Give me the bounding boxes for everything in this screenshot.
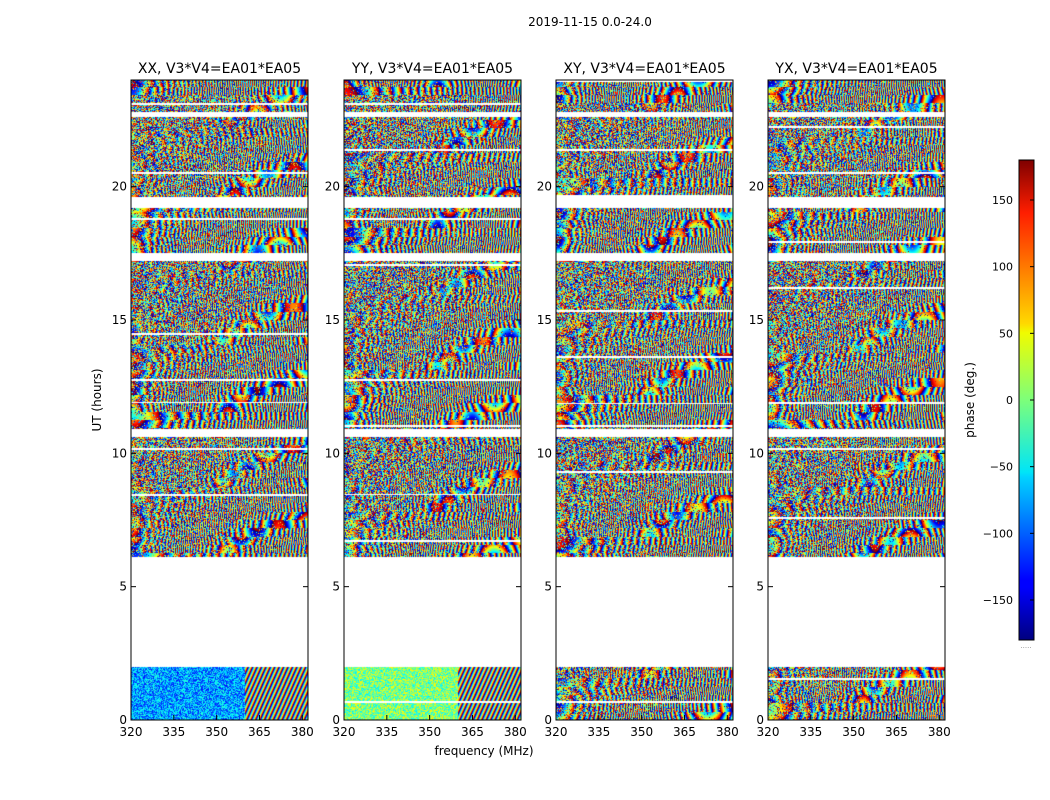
x-tick-label: 365 (673, 725, 696, 739)
y-axis-label: UT (hours) (90, 368, 104, 431)
y-tick-label: 20 (537, 180, 552, 194)
colorbar-footer: ..... (1020, 642, 1031, 650)
panel-title: XY, V3*V4=EA01*EA05 (563, 61, 725, 77)
colorbar-tick-label: −100 (983, 527, 1013, 540)
phase-heatmap-canvas (556, 80, 733, 720)
y-tick-label: 20 (325, 180, 340, 194)
colorbar-tick-label: −50 (990, 461, 1013, 474)
colorbar-tick-label: −150 (983, 594, 1013, 607)
x-tick-label: 350 (630, 725, 653, 739)
x-tick-label: 335 (587, 725, 610, 739)
panel-yx: YX, V3*V4=EA01*EA05 0 5 10 15 20 320 335 350 365 3… (749, 61, 951, 739)
x-tick-label: 335 (375, 725, 398, 739)
panel-frame (343, 79, 522, 721)
x-axis-label: frequency (MHz) (434, 744, 533, 758)
x-tick-label: 335 (162, 725, 185, 739)
panels: XX, V3*V4=EA01*EA05 0 5 10 15 20 320 335 350 365 3… (112, 61, 951, 739)
colorbar-tick-label: 0 (1006, 394, 1013, 407)
figure-suptitle: 2019-11-15 0.0-24.0 (528, 15, 652, 29)
colorbar-tick-label: 100 (992, 261, 1013, 274)
y-tick-label: 10 (112, 446, 127, 460)
x-tick-label: 350 (205, 725, 228, 739)
colorbar-tick-label: 150 (992, 194, 1013, 207)
y-tick-label: 15 (537, 313, 552, 327)
panel-title: XX, V3*V4=EA01*EA05 (138, 61, 301, 77)
phase-heatmap (131, 80, 308, 720)
x-tick-label: 320 (120, 725, 143, 739)
colorbar-tick-label: 50 (999, 327, 1013, 340)
colorbar-ticks: 150 100 50 0 −50 −100 −150 (983, 194, 1034, 607)
phase-heatmap (344, 80, 521, 720)
x-tick-label: 380 (504, 725, 527, 739)
x-tick-label: 320 (545, 725, 568, 739)
y-tick-label: 0 (756, 713, 764, 727)
y-tick-label: 0 (544, 713, 552, 727)
y-tick-label: 5 (544, 580, 552, 594)
y-tick-label: 20 (749, 180, 764, 194)
phase-heatmap-canvas (131, 80, 308, 720)
phase-heatmap (768, 80, 945, 720)
panel-xy: XY, V3*V4=EA01*EA05 0 5 10 15 20 320 335 350 365 3… (537, 61, 739, 739)
panel-frame (555, 79, 734, 721)
x-tick-label: 365 (461, 725, 484, 739)
y-tick-label: 0 (119, 713, 127, 727)
y-tick-label: 0 (332, 713, 340, 727)
x-tick-label: 320 (757, 725, 780, 739)
panel-frame (767, 79, 946, 721)
y-tick-label: 15 (749, 313, 764, 327)
panel-yy: YY, V3*V4=EA01*EA05 0 5 10 15 20 320 335 350 365 3… (325, 61, 527, 739)
panel-title: YX, V3*V4=EA01*EA05 (774, 61, 937, 77)
y-tick-label: 15 (112, 313, 127, 327)
colorbar: 150 100 50 0 −50 −100 −150 phase (deg.) ..... (963, 159, 1035, 650)
y-tick-label: 10 (325, 446, 340, 460)
x-tick-label: 350 (418, 725, 441, 739)
panel-frame (130, 79, 309, 721)
x-tick-label: 380 (291, 725, 314, 739)
y-tick-label: 5 (332, 580, 340, 594)
y-tick-label: 15 (325, 313, 340, 327)
panel-title: YY, V3*V4=EA01*EA05 (351, 61, 513, 77)
y-tick-label: 10 (749, 446, 764, 460)
phase-heatmap (556, 80, 733, 720)
x-tick-label: 365 (885, 725, 908, 739)
x-tick-label: 380 (716, 725, 739, 739)
colorbar-label: phase (deg.) (963, 362, 977, 438)
phase-heatmap-canvas (768, 80, 945, 720)
y-tick-label: 5 (119, 580, 127, 594)
panel-xx: XX, V3*V4=EA01*EA05 0 5 10 15 20 320 335 350 365 3… (112, 61, 314, 739)
x-tick-label: 365 (248, 725, 271, 739)
y-tick-label: 10 (537, 446, 552, 460)
y-tick-label: 5 (756, 580, 764, 594)
x-tick-label: 350 (842, 725, 865, 739)
x-tick-label: 335 (799, 725, 822, 739)
y-tick-label: 20 (112, 180, 127, 194)
x-tick-label: 380 (928, 725, 951, 739)
x-tick-label: 320 (333, 725, 356, 739)
phase-heatmap-canvas (344, 80, 521, 720)
